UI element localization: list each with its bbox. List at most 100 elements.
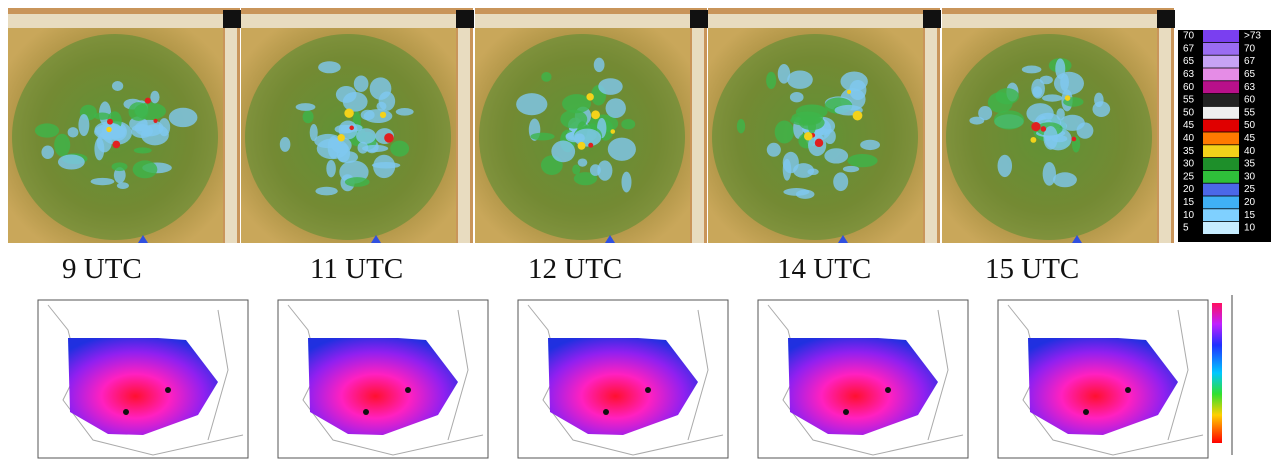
radar-top-strip	[942, 14, 1157, 28]
echo	[134, 102, 166, 119]
echo	[787, 70, 813, 88]
station	[405, 387, 411, 393]
legend-left-label: 5	[1183, 223, 1189, 234]
radar-top-strip	[475, 14, 690, 28]
echo	[847, 154, 877, 167]
radar-row	[8, 8, 1175, 243]
echo	[594, 58, 605, 72]
echo	[598, 78, 622, 95]
station	[843, 409, 849, 415]
echo	[621, 119, 635, 129]
echo	[158, 118, 170, 136]
echo	[767, 143, 781, 157]
radar-corner	[1157, 10, 1175, 28]
echo	[326, 160, 336, 177]
echo-core	[380, 112, 386, 118]
legend-right-label: 65	[1244, 69, 1256, 80]
echo	[303, 110, 314, 123]
radar-legend: 70>7367706567636560635560505545504045354…	[1178, 30, 1271, 242]
echo	[1053, 172, 1077, 187]
legend-right-label: 15	[1244, 210, 1256, 221]
echo	[824, 129, 836, 144]
echo-core	[853, 111, 863, 121]
echo-core	[847, 90, 851, 94]
echo-core	[107, 119, 113, 125]
echo	[574, 133, 585, 142]
legend-swatch	[1203, 145, 1239, 157]
echo	[998, 155, 1013, 177]
echo-core	[1031, 122, 1040, 131]
legend-right-label: 30	[1244, 171, 1256, 182]
echo	[590, 164, 601, 176]
echo	[1092, 101, 1110, 117]
echo	[860, 140, 880, 150]
echo	[58, 154, 85, 169]
legend-swatch	[1203, 94, 1239, 106]
station	[1083, 409, 1089, 415]
echo	[68, 127, 79, 137]
echo-core	[1030, 137, 1036, 143]
legend-right-label: 20	[1244, 197, 1256, 208]
echo	[318, 61, 341, 73]
echo-core	[610, 129, 615, 134]
echo	[280, 137, 291, 152]
legend-swatch	[1203, 81, 1239, 93]
echo	[541, 72, 551, 82]
echo-core	[1072, 137, 1077, 142]
legend-swatch	[1203, 43, 1239, 55]
legend-left-label: 45	[1183, 120, 1195, 131]
legend-left-label: 30	[1183, 159, 1195, 170]
radar-side-strip	[692, 28, 704, 243]
echo-core	[804, 132, 813, 141]
legend-right-label: 50	[1244, 120, 1256, 131]
echo-core	[1065, 95, 1071, 101]
echo	[361, 110, 375, 120]
echo	[354, 75, 369, 92]
echo	[1022, 66, 1042, 74]
echo	[978, 106, 992, 120]
echo	[807, 169, 818, 175]
legend-right-label: 45	[1244, 133, 1256, 144]
legend-left-label: 40	[1183, 133, 1195, 144]
legend-swatch	[1203, 184, 1239, 196]
radar-corner	[690, 10, 708, 28]
legend-right-label: 40	[1244, 146, 1256, 157]
echo-core	[588, 143, 593, 148]
legend-left-label: 50	[1183, 107, 1195, 118]
echo	[572, 165, 580, 175]
radar-corner	[223, 10, 241, 28]
echo	[796, 190, 815, 199]
echo	[296, 103, 316, 111]
echo-core	[106, 127, 111, 132]
legend-swatch	[1203, 120, 1239, 132]
echo	[112, 162, 128, 171]
echo	[379, 91, 396, 110]
legend-swatch	[1203, 132, 1239, 144]
time-label: 9 UTC	[62, 253, 142, 285]
legend-right-label: >73	[1244, 31, 1261, 42]
radar-corner	[456, 10, 474, 28]
echo	[54, 134, 70, 157]
echo	[1060, 74, 1069, 92]
legend-swatch	[1203, 209, 1239, 221]
echo	[112, 81, 123, 91]
echo	[783, 159, 792, 181]
echo	[995, 88, 1019, 104]
radar-side-strip	[1159, 28, 1171, 243]
colorbar-gradient	[1212, 303, 1222, 443]
legend-right-label: 67	[1244, 56, 1256, 67]
echo-core	[349, 126, 354, 131]
echo-core	[153, 119, 157, 123]
station	[645, 387, 651, 393]
echo	[1033, 86, 1043, 97]
echo	[345, 177, 370, 187]
legend-swatch	[1203, 68, 1239, 80]
legend-right-label: 70	[1244, 43, 1256, 54]
echo	[150, 91, 159, 104]
station	[123, 409, 129, 415]
echo	[608, 138, 636, 161]
legend-right-label: 25	[1244, 184, 1256, 195]
echo-core	[384, 133, 394, 143]
echo	[1077, 122, 1094, 138]
echo-core	[1041, 126, 1047, 132]
